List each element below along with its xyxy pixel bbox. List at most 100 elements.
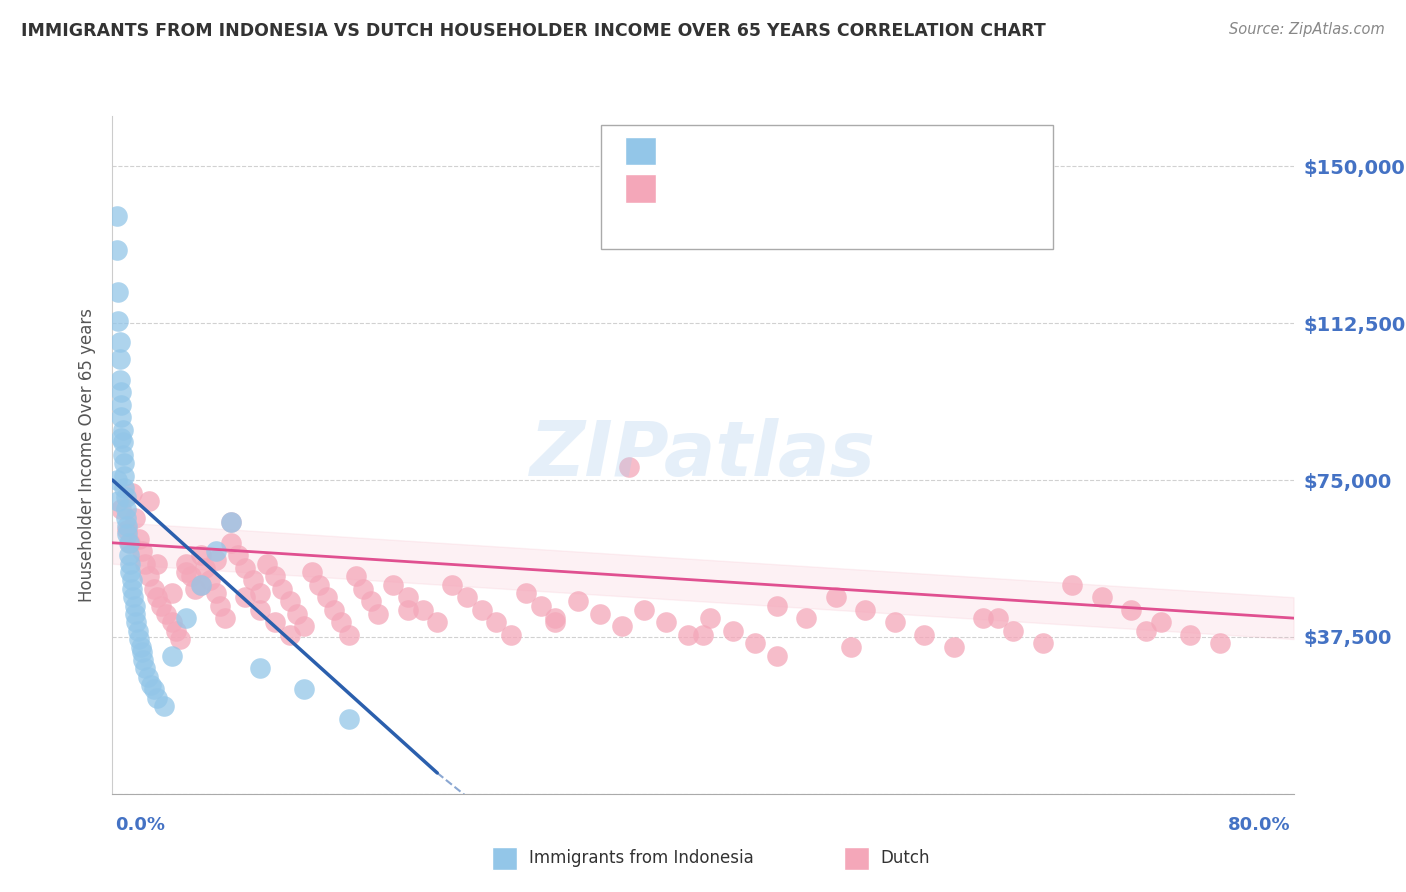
Point: [190, 577, 212, 591]
Point: [987, 611, 1010, 625]
Point: [396, 603, 419, 617]
Point: [515, 586, 537, 600]
Point: [124, 510, 146, 524]
Point: [1032, 636, 1054, 650]
Point: [441, 577, 464, 591]
Point: [146, 557, 169, 571]
Point: [129, 640, 152, 655]
Point: [160, 648, 183, 663]
Point: [108, 373, 131, 387]
Point: [470, 603, 494, 617]
Point: [426, 615, 449, 630]
Point: [110, 502, 132, 516]
Point: [117, 519, 138, 533]
Point: [766, 648, 789, 663]
Point: [678, 628, 700, 642]
Point: [105, 473, 128, 487]
Point: [112, 468, 135, 483]
Point: [219, 515, 242, 529]
Point: [456, 591, 478, 605]
Point: [110, 431, 132, 445]
Point: [146, 690, 169, 705]
Point: [110, 398, 132, 412]
Point: [308, 577, 330, 591]
Point: [219, 515, 242, 529]
Point: [160, 586, 183, 600]
Point: [1208, 636, 1232, 650]
Point: [655, 615, 678, 630]
Point: [105, 210, 128, 224]
Point: [344, 569, 367, 583]
Point: [824, 591, 846, 605]
Text: Immigrants from Indonesia: Immigrants from Indonesia: [529, 849, 754, 867]
Point: [214, 611, 236, 625]
Text: R = -0.243  N = 102: R = -0.243 N = 102: [668, 179, 859, 197]
Point: [198, 574, 221, 588]
Point: [131, 544, 153, 558]
Point: [839, 640, 862, 655]
Point: [114, 502, 136, 516]
Point: [330, 615, 353, 630]
Point: [610, 619, 633, 633]
Point: [766, 599, 789, 613]
Point: [108, 351, 131, 366]
Point: [114, 490, 136, 504]
Point: [146, 591, 169, 605]
Point: [1178, 628, 1201, 642]
Point: [136, 670, 159, 684]
Point: [134, 661, 156, 675]
Point: [567, 594, 589, 608]
Point: [855, 603, 877, 617]
Point: [301, 565, 323, 579]
Point: [323, 603, 346, 617]
Point: [292, 619, 315, 633]
Point: [160, 615, 183, 630]
Point: [544, 615, 567, 630]
Point: [588, 607, 610, 621]
Point: [125, 615, 148, 630]
Point: [118, 549, 141, 563]
Point: [107, 494, 129, 508]
Point: [169, 632, 191, 646]
Point: [112, 456, 135, 470]
Text: R = -0.410  N =  53: R = -0.410 N = 53: [668, 142, 853, 160]
Point: [127, 624, 149, 638]
Point: [108, 334, 131, 349]
Y-axis label: Householder Income Over 65 years: Householder Income Over 65 years: [77, 308, 96, 602]
Point: [796, 611, 818, 625]
Point: [110, 385, 132, 400]
Point: [131, 644, 153, 658]
Point: [501, 628, 523, 642]
Point: [110, 410, 132, 425]
Point: [226, 549, 249, 563]
Point: [194, 561, 217, 575]
Point: [337, 712, 360, 726]
Point: [205, 552, 228, 566]
Point: [278, 628, 301, 642]
Point: [278, 594, 301, 608]
Point: [352, 582, 374, 596]
Point: [142, 682, 165, 697]
Point: [111, 435, 134, 450]
Point: [209, 599, 232, 613]
Point: [1119, 603, 1142, 617]
Point: [219, 536, 242, 550]
Point: [120, 557, 142, 571]
Point: [721, 624, 744, 638]
Point: [128, 632, 150, 646]
Text: Source: ZipAtlas.com: Source: ZipAtlas.com: [1229, 22, 1385, 37]
Point: [121, 582, 143, 596]
Point: [233, 561, 256, 575]
Point: [271, 582, 294, 596]
Point: [411, 603, 433, 617]
Point: [285, 607, 308, 621]
Point: [142, 582, 165, 596]
Point: [122, 591, 145, 605]
Point: [264, 615, 287, 630]
Point: [120, 536, 142, 550]
Point: [485, 615, 508, 630]
Point: [153, 698, 176, 713]
Point: [121, 485, 143, 500]
Point: [360, 594, 382, 608]
Point: [544, 611, 567, 625]
